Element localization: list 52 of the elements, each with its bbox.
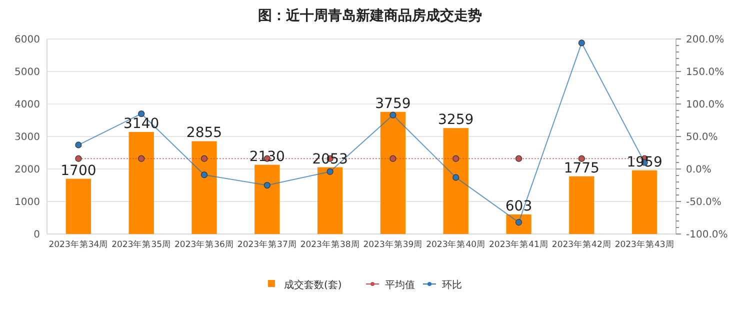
y-tick-label: 1000 (14, 197, 40, 208)
point (200, 172, 208, 178)
point (578, 40, 585, 46)
data-label: 1775 (564, 160, 600, 176)
bar (192, 141, 217, 234)
bar (128, 132, 154, 234)
x-tick-label: 2023年第41周 (489, 239, 548, 250)
x-tick-label: 2023年第43周 (614, 239, 674, 250)
bar (254, 164, 280, 234)
y2-tick-label: 200.0% (686, 34, 724, 46)
y2-tick-label: -100.0% (686, 230, 728, 240)
y-tick-label: 0 (34, 230, 40, 240)
x-tick-label: 2023年第34周 (48, 239, 108, 250)
x-tick-label: 2023年第38周 (300, 239, 360, 250)
point (326, 168, 334, 175)
x-tick-label: 2023年第37周 (237, 239, 297, 250)
chart-title: 图：近十周青岛新建商品房成交走势 (258, 7, 482, 24)
point (452, 174, 460, 181)
point (75, 142, 82, 148)
data-label: 3259 (438, 112, 474, 128)
legend-label: 环比 (442, 279, 462, 291)
point (264, 182, 270, 189)
y2-tick-label: 0.0% (686, 164, 712, 176)
legend-label: 成交套数(套) (284, 279, 342, 291)
data-label: 1700 (60, 162, 96, 179)
y-tick-label: 4000 (14, 100, 40, 110)
y2-tick-label: -50.0% (686, 197, 722, 208)
bar (632, 170, 658, 234)
x-tick-label: 2023年第42周 (552, 239, 612, 250)
point (138, 110, 145, 118)
bar (317, 167, 343, 234)
y2-tick-label: 100.0% (686, 100, 724, 110)
x-tick-label: 2023年第35周 (112, 239, 172, 250)
y2-tick-label: 50.0% (686, 132, 718, 143)
y-tick-label: 6000 (14, 34, 40, 46)
bar (66, 178, 92, 234)
point (390, 112, 396, 118)
data-label: 2130 (249, 148, 285, 165)
data-label: 2855 (186, 125, 222, 142)
y-tick-label: 3000 (14, 132, 40, 143)
bar (380, 112, 406, 234)
y-tick-label: 5000 (14, 67, 40, 78)
legend-label: 平均值 (385, 279, 415, 291)
x-tick-label: 2023年第36周 (174, 239, 234, 250)
data-label: 1959 (626, 154, 662, 170)
x-tick-label: 2023年第40周 (426, 239, 486, 250)
y-tick-label: 2000 (14, 164, 40, 176)
data-label: 3759 (375, 96, 411, 112)
bar (569, 176, 594, 234)
y2-tick-label: 150.0% (686, 67, 724, 78)
x-tick-label: 2023年第39周 (363, 239, 423, 250)
bar (443, 128, 468, 234)
